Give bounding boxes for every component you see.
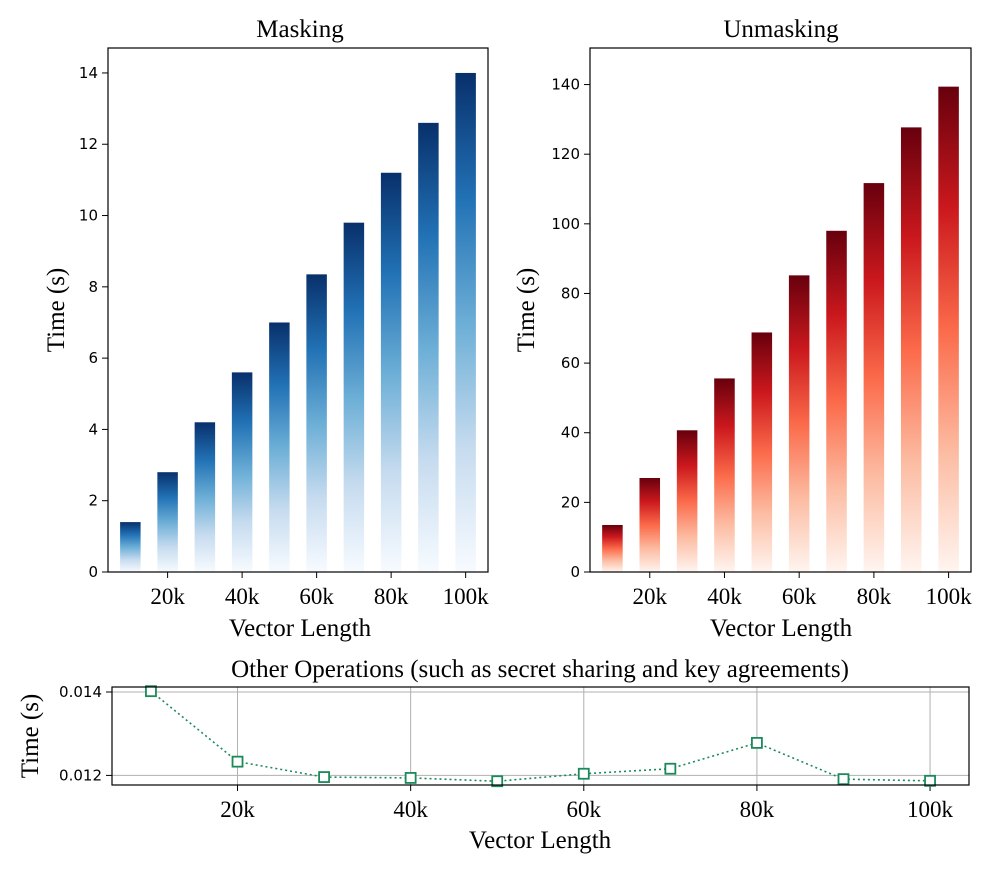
p1-y-tick-label: 120 bbox=[551, 145, 580, 163]
masking-plot-frame bbox=[107, 47, 489, 573]
p1-x-tick-label: 40k bbox=[707, 584, 742, 609]
unmasking-x-ticks: 20k 40k 60k 80k 100k bbox=[633, 572, 973, 609]
p0-bar-6 bbox=[306, 274, 327, 572]
p0-bar-10 bbox=[455, 72, 476, 572]
other-operations-point-3 bbox=[318, 771, 330, 783]
p1-bar-4 bbox=[714, 378, 735, 572]
other-operations-series-line bbox=[150, 690, 931, 783]
p1-bar-2 bbox=[639, 477, 661, 572]
p0-y-tick-label: 4 bbox=[88, 420, 98, 438]
p1-bar-3 bbox=[676, 430, 698, 572]
p1-bar-5 bbox=[751, 332, 773, 572]
p1-y-tick-label: 20 bbox=[561, 493, 580, 511]
p1-y-tick-label: 40 bbox=[561, 424, 580, 442]
other-operations-x-tick-label: 40k bbox=[393, 797, 428, 822]
p1-bar-6 bbox=[788, 275, 810, 572]
p0-y-tick-label: 0 bbox=[88, 563, 98, 581]
p1-y-tick-label: 0 bbox=[570, 563, 580, 581]
other-operations-grid bbox=[112, 687, 969, 785]
other-operations-point-9 bbox=[837, 773, 850, 786]
p0-x-tick-label: 60k bbox=[299, 584, 334, 609]
p1-y-tick-label: 80 bbox=[561, 284, 580, 302]
p1-x-tick-label: 60k bbox=[782, 584, 817, 609]
masking-y-axis-label: Time (s) bbox=[43, 268, 70, 353]
other-operations-panel: Other Operations (such as secret sharing… bbox=[17, 656, 970, 854]
p0-y-tick-label: 8 bbox=[88, 278, 98, 296]
other-operations-x-tick-label: 80k bbox=[740, 797, 775, 822]
masking-panel: Masking 0 2 4 6 8 10 12 14 20k 40k 60k 80k 100k Vec… bbox=[43, 16, 489, 642]
other-operations-point-1 bbox=[145, 685, 157, 698]
other-operations-x-tick-label: 100k bbox=[907, 797, 954, 822]
unmasking-y-axis-label: Time (s) bbox=[513, 268, 540, 353]
p1-y-tick-label: 140 bbox=[551, 76, 580, 94]
other-operations-y-tick-label: 0.014 bbox=[59, 683, 102, 701]
unmasking-y-ticks: 0 20 40 60 80 100 120 140 bbox=[551, 76, 590, 581]
p1-bar-7 bbox=[826, 230, 847, 573]
p1-bar-8 bbox=[863, 183, 885, 572]
other-operations-point-4 bbox=[404, 772, 417, 784]
other-operations-plot-frame bbox=[111, 686, 970, 786]
p1-y-tick-label: 100 bbox=[551, 215, 580, 233]
p0-bar-9 bbox=[418, 122, 439, 573]
other-operations-y-axis-label: Time (s) bbox=[17, 694, 44, 779]
p1-y-tick-label: 60 bbox=[561, 354, 580, 372]
other-operations-x-ticks: 20k 40k 60k 80k 100k bbox=[220, 785, 954, 822]
other-operations-point-10 bbox=[924, 774, 936, 787]
p1-bar-9 bbox=[900, 127, 922, 572]
p0-x-tick-label: 20k bbox=[150, 584, 185, 609]
other-operations-point-7 bbox=[664, 762, 677, 775]
p1-x-tick-label: 20k bbox=[633, 584, 668, 609]
p0-bar-5 bbox=[269, 322, 290, 572]
masking-x-axis-label: Vector Length bbox=[229, 615, 372, 642]
unmasking-title: Unmasking bbox=[723, 16, 839, 43]
other-operations-title: Other Operations (such as secret sharing… bbox=[231, 656, 849, 683]
unmasking-bars bbox=[602, 86, 959, 573]
other-operations-x-tick-label: 60k bbox=[567, 797, 602, 822]
p0-bar-1 bbox=[120, 522, 141, 572]
other-operations-point-6 bbox=[577, 767, 590, 780]
masking-y-ticks: 0 2 4 6 8 10 12 14 bbox=[79, 64, 108, 581]
p0-bar-2 bbox=[157, 472, 178, 572]
p0-x-tick-label: 80k bbox=[374, 584, 409, 609]
masking-x-ticks: 20k 40k 60k 80k 100k bbox=[150, 572, 489, 609]
p1-bar-1 bbox=[602, 525, 623, 572]
unmasking-plot-frame bbox=[589, 47, 972, 573]
unmasking-x-axis-label: Vector Length bbox=[710, 615, 853, 642]
p1-x-tick-label: 80k bbox=[857, 584, 892, 609]
p0-y-tick-label: 10 bbox=[79, 207, 98, 225]
other-operations-point-8 bbox=[751, 736, 763, 749]
other-operations-point-2 bbox=[231, 755, 244, 768]
p1-bar-10 bbox=[938, 86, 959, 573]
other-operations-x-axis-label: Vector Length bbox=[469, 827, 612, 854]
other-operations-x-tick-label: 20k bbox=[220, 797, 255, 822]
p1-x-tick-label: 100k bbox=[926, 584, 973, 609]
other-operations-point-5 bbox=[491, 775, 504, 788]
p0-x-tick-label: 100k bbox=[443, 584, 490, 609]
masking-bars bbox=[120, 72, 476, 573]
p0-y-tick-label: 2 bbox=[88, 492, 98, 510]
p0-y-tick-label: 14 bbox=[79, 64, 98, 82]
p0-y-tick-label: 6 bbox=[88, 349, 98, 367]
p0-x-tick-label: 40k bbox=[225, 584, 260, 609]
p0-bar-4 bbox=[231, 372, 253, 572]
masking-title: Masking bbox=[256, 16, 344, 43]
p0-bar-7 bbox=[343, 222, 365, 573]
other-operations-markers bbox=[145, 685, 936, 788]
unmasking-panel: Unmasking 0 20 40 60 80 100 120 140 20k 40k 60k 80… bbox=[513, 16, 972, 642]
p0-bar-3 bbox=[194, 422, 216, 572]
other-operations-y-tick-label: 0.012 bbox=[59, 766, 102, 784]
other-operations-y-ticks: 0.012 0.014 bbox=[59, 683, 112, 784]
p0-y-tick-label: 12 bbox=[79, 135, 98, 153]
p0-bar-8 bbox=[380, 172, 402, 572]
